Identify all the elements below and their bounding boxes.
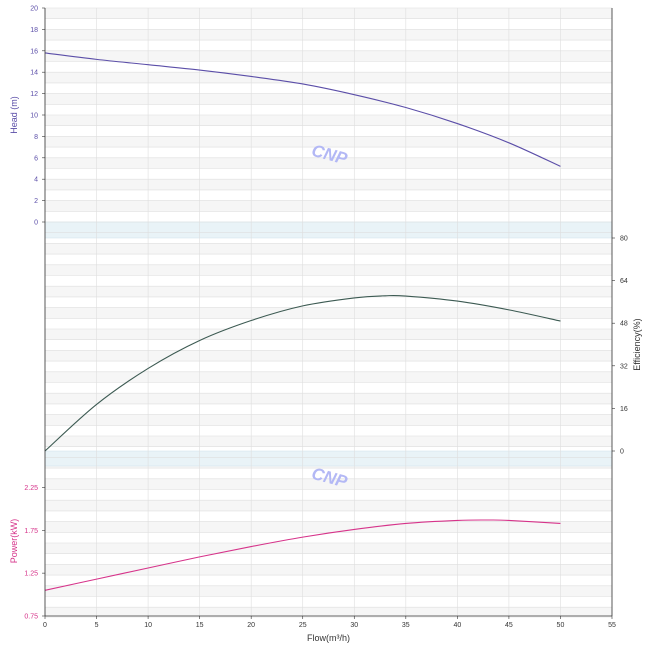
x-tick-label: 25: [299, 622, 307, 629]
panel-separator: [45, 451, 612, 466]
background-band: [45, 286, 612, 297]
x-tick-label: 5: [95, 622, 99, 629]
background-band: [45, 72, 612, 83]
efficiency-tick-label: 0: [620, 449, 624, 456]
head-curve: [44, 52, 561, 167]
series-lines: [44, 52, 561, 591]
efficiency-tick-label: 64: [620, 278, 628, 285]
background-band: [45, 478, 612, 490]
power-tick-label: 1.75: [24, 528, 38, 535]
head-axis-title: Head (m): [9, 96, 19, 134]
background-band: [45, 50, 612, 62]
background-band: [45, 115, 612, 126]
power-tick-label: 2.25: [24, 485, 38, 492]
x-tick-label: 10: [144, 622, 152, 629]
head-tick-label: 20: [30, 6, 38, 13]
head-tick-label: 14: [30, 70, 38, 77]
background-band: [45, 350, 612, 362]
efficiency-tick-label: 80: [620, 236, 628, 243]
head-tick-label: 2: [34, 198, 38, 205]
background-band: [45, 93, 612, 105]
background-band: [45, 29, 612, 41]
background-band: [45, 436, 612, 447]
efficiency-tick-label: 16: [620, 406, 628, 413]
background-band: [45, 371, 612, 383]
x-tick-label: 35: [402, 622, 410, 629]
power-curve: [44, 519, 561, 591]
head-tick-label: 4: [34, 177, 38, 184]
head-tick-label: 12: [30, 91, 38, 98]
background-band: [45, 543, 612, 554]
head-tick-label: 6: [34, 155, 38, 162]
panel-separators: [45, 221, 612, 467]
tick-labels: 0 2 4 6 8 10 12 14 16 18 20 0.75 1.25 1.75 2.25 0 16 32 48…: [24, 6, 628, 630]
background-band: [45, 8, 612, 19]
x-axis-title: Flow(m³/h): [307, 633, 350, 643]
background-band: [45, 243, 612, 255]
background-band: [45, 393, 612, 404]
head-tick-label: 10: [30, 113, 38, 120]
efficiency-curve: [44, 294, 561, 452]
background-band: [45, 564, 612, 576]
power-tick-label: 1.25: [24, 571, 38, 578]
x-tick-label: 20: [247, 622, 255, 629]
x-tick-label: 40: [453, 622, 461, 629]
head-tick-label: 16: [30, 48, 38, 55]
efficiency-tick-label: 32: [620, 363, 628, 370]
background-band: [45, 136, 612, 148]
background-band: [45, 500, 612, 511]
background-band: [45, 179, 612, 190]
background-band: [45, 157, 612, 169]
x-tick-label: 30: [350, 622, 358, 629]
power-axis-title: Power(kW): [9, 519, 19, 564]
background-band: [45, 521, 612, 533]
background-band: [45, 329, 612, 340]
efficiency-axis-title: Efficiency(%): [632, 318, 642, 370]
x-tick-label: 15: [196, 622, 204, 629]
background-bands: [45, 8, 612, 618]
x-tick-label: 55: [608, 622, 616, 629]
head-tick-label: 8: [34, 134, 38, 141]
background-band: [45, 264, 612, 276]
x-tick-label: 45: [505, 622, 513, 629]
background-band: [45, 414, 612, 426]
power-tick-label: 0.75: [24, 614, 38, 621]
axis-titles: Head (m) Power(kW) Efficiency(%) Flow(m³/h): [9, 96, 642, 643]
background-band: [45, 607, 612, 618]
axes: [42, 7, 615, 619]
background-band: [45, 307, 612, 319]
head-tick-label: 18: [30, 27, 38, 34]
efficiency-tick-label: 48: [620, 321, 628, 328]
head-tick-label: 0: [34, 220, 38, 227]
x-tick-label: 0: [43, 622, 47, 629]
background-band: [45, 585, 612, 597]
panel-separator: [45, 222, 612, 238]
background-band: [45, 200, 612, 212]
x-tick-label: 50: [557, 622, 565, 629]
